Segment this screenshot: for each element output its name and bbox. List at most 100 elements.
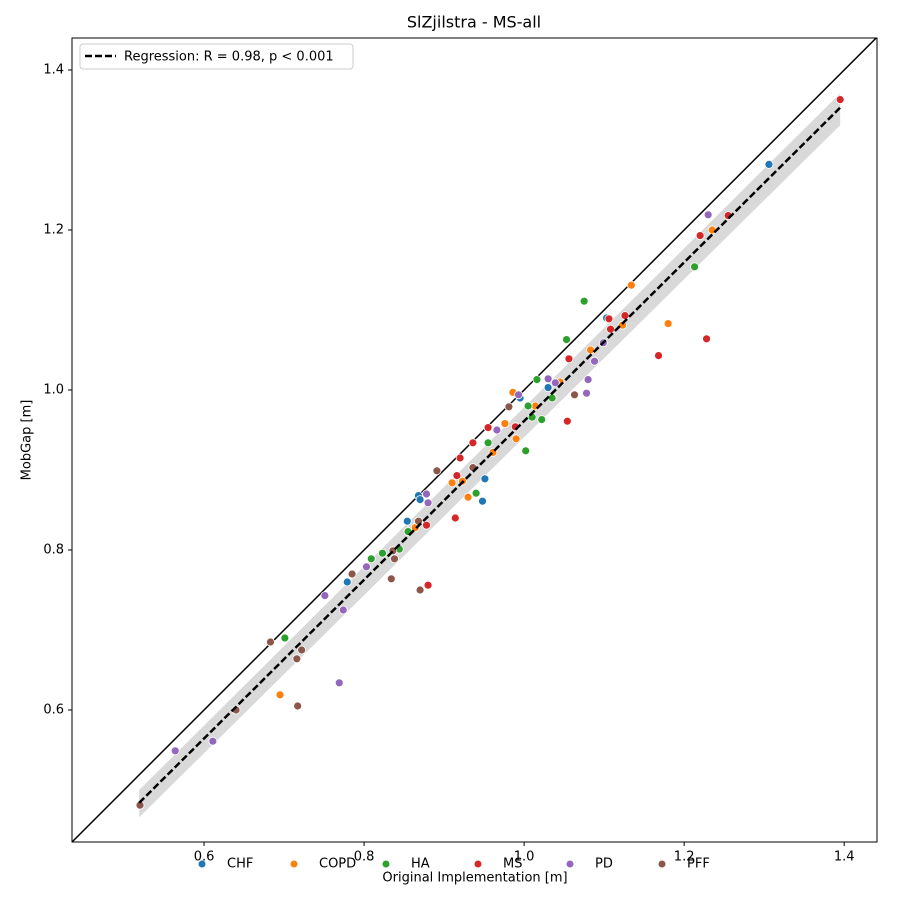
legend-marker (198, 860, 206, 868)
data-point (423, 580, 433, 590)
legend-label: PFF (687, 857, 710, 872)
legend-label: HA (411, 857, 430, 872)
data-point (695, 231, 705, 241)
data-point (620, 311, 630, 321)
legend: Regression: R = 0.98, p < 0.001 (79, 43, 354, 70)
data-point (450, 513, 460, 523)
data-point (468, 438, 478, 448)
data-point (432, 466, 442, 476)
data-point (334, 678, 344, 688)
legend-label: COPD (319, 857, 356, 872)
data-point (347, 569, 357, 579)
legend-marker (382, 860, 390, 868)
data-point (586, 345, 595, 355)
data-point (702, 334, 711, 344)
data-point (654, 351, 663, 361)
legend-label: PD (595, 857, 613, 872)
y-tick-label: 0.6 (43, 703, 64, 718)
x-tick-label: 0.8 (354, 850, 375, 865)
data-point (415, 495, 425, 505)
data-point (483, 423, 493, 433)
data-point (378, 548, 387, 558)
data-point (492, 425, 502, 435)
data-point (663, 319, 673, 329)
data-point (483, 438, 493, 448)
data-point (583, 375, 593, 385)
data-point (564, 354, 574, 364)
data-point (390, 554, 399, 564)
x-axis-label: Original Implementation [m] (382, 871, 567, 886)
legend-marker (474, 860, 482, 868)
data-point (471, 488, 481, 498)
data-point (293, 701, 303, 711)
data-point (626, 280, 636, 290)
data-point (402, 516, 412, 526)
data-point (532, 375, 542, 385)
legend-marker (566, 860, 574, 868)
y-tick-label: 1.4 (43, 63, 64, 78)
data-point (280, 633, 290, 643)
y-tick-label: 1.2 (43, 223, 64, 238)
data-point (447, 478, 457, 488)
legend-marker (290, 860, 298, 868)
legend-label: MS (503, 857, 522, 872)
data-point (320, 591, 330, 600)
data-point (606, 324, 615, 334)
data-point (415, 585, 425, 595)
data-point (463, 492, 473, 502)
data-point (170, 746, 180, 756)
x-tick-label: 0.6 (194, 850, 215, 865)
data-point (423, 498, 433, 508)
data-point (690, 262, 699, 272)
y-axis-label: MobGap [m] (20, 400, 35, 481)
plot-frame (71, 37, 878, 843)
data-point (500, 419, 510, 429)
data-point (570, 390, 579, 400)
x-tick-label: 1.4 (834, 850, 855, 865)
data-point (543, 383, 553, 393)
data-point (521, 446, 531, 456)
data-point (297, 645, 307, 655)
legend-label: CHF (227, 857, 253, 872)
data-point (511, 434, 521, 444)
data-point (550, 378, 560, 388)
y-tick-label: 1.0 (43, 383, 64, 398)
chart-title: SlZjilstra - MS-all (407, 13, 541, 32)
x-tick-label: 1.0 (514, 850, 535, 865)
regression-line (138, 106, 842, 804)
data-point (604, 314, 614, 324)
data-point (547, 393, 557, 403)
data-point (480, 474, 490, 484)
data-point (208, 736, 218, 746)
legend-marker (658, 860, 666, 868)
data-point (478, 496, 487, 506)
data-point (582, 388, 591, 398)
data-point (338, 605, 348, 615)
data-point (562, 335, 571, 345)
data-point (514, 390, 523, 400)
data-point (422, 520, 431, 530)
data-point (366, 554, 376, 564)
legend-label: Regression: R = 0.98, p < 0.001 (124, 50, 334, 65)
data-point (764, 159, 774, 169)
data-point (342, 577, 352, 587)
plot-area (72, 38, 877, 842)
data-point (292, 654, 302, 664)
data-point (504, 402, 514, 412)
y-tick-label: 0.8 (43, 543, 64, 558)
data-point (452, 471, 462, 481)
data-point (562, 416, 572, 426)
data-point (275, 690, 285, 700)
data-point (523, 401, 533, 411)
data-point (579, 296, 589, 306)
data-point (422, 489, 431, 499)
data-point (455, 453, 465, 463)
data-point (835, 95, 845, 104)
data-point (703, 210, 713, 220)
x-tick-label: 1.2 (674, 850, 695, 865)
data-point (543, 374, 553, 384)
data-point (266, 637, 275, 647)
data-point (386, 574, 396, 584)
data-point (590, 356, 599, 366)
